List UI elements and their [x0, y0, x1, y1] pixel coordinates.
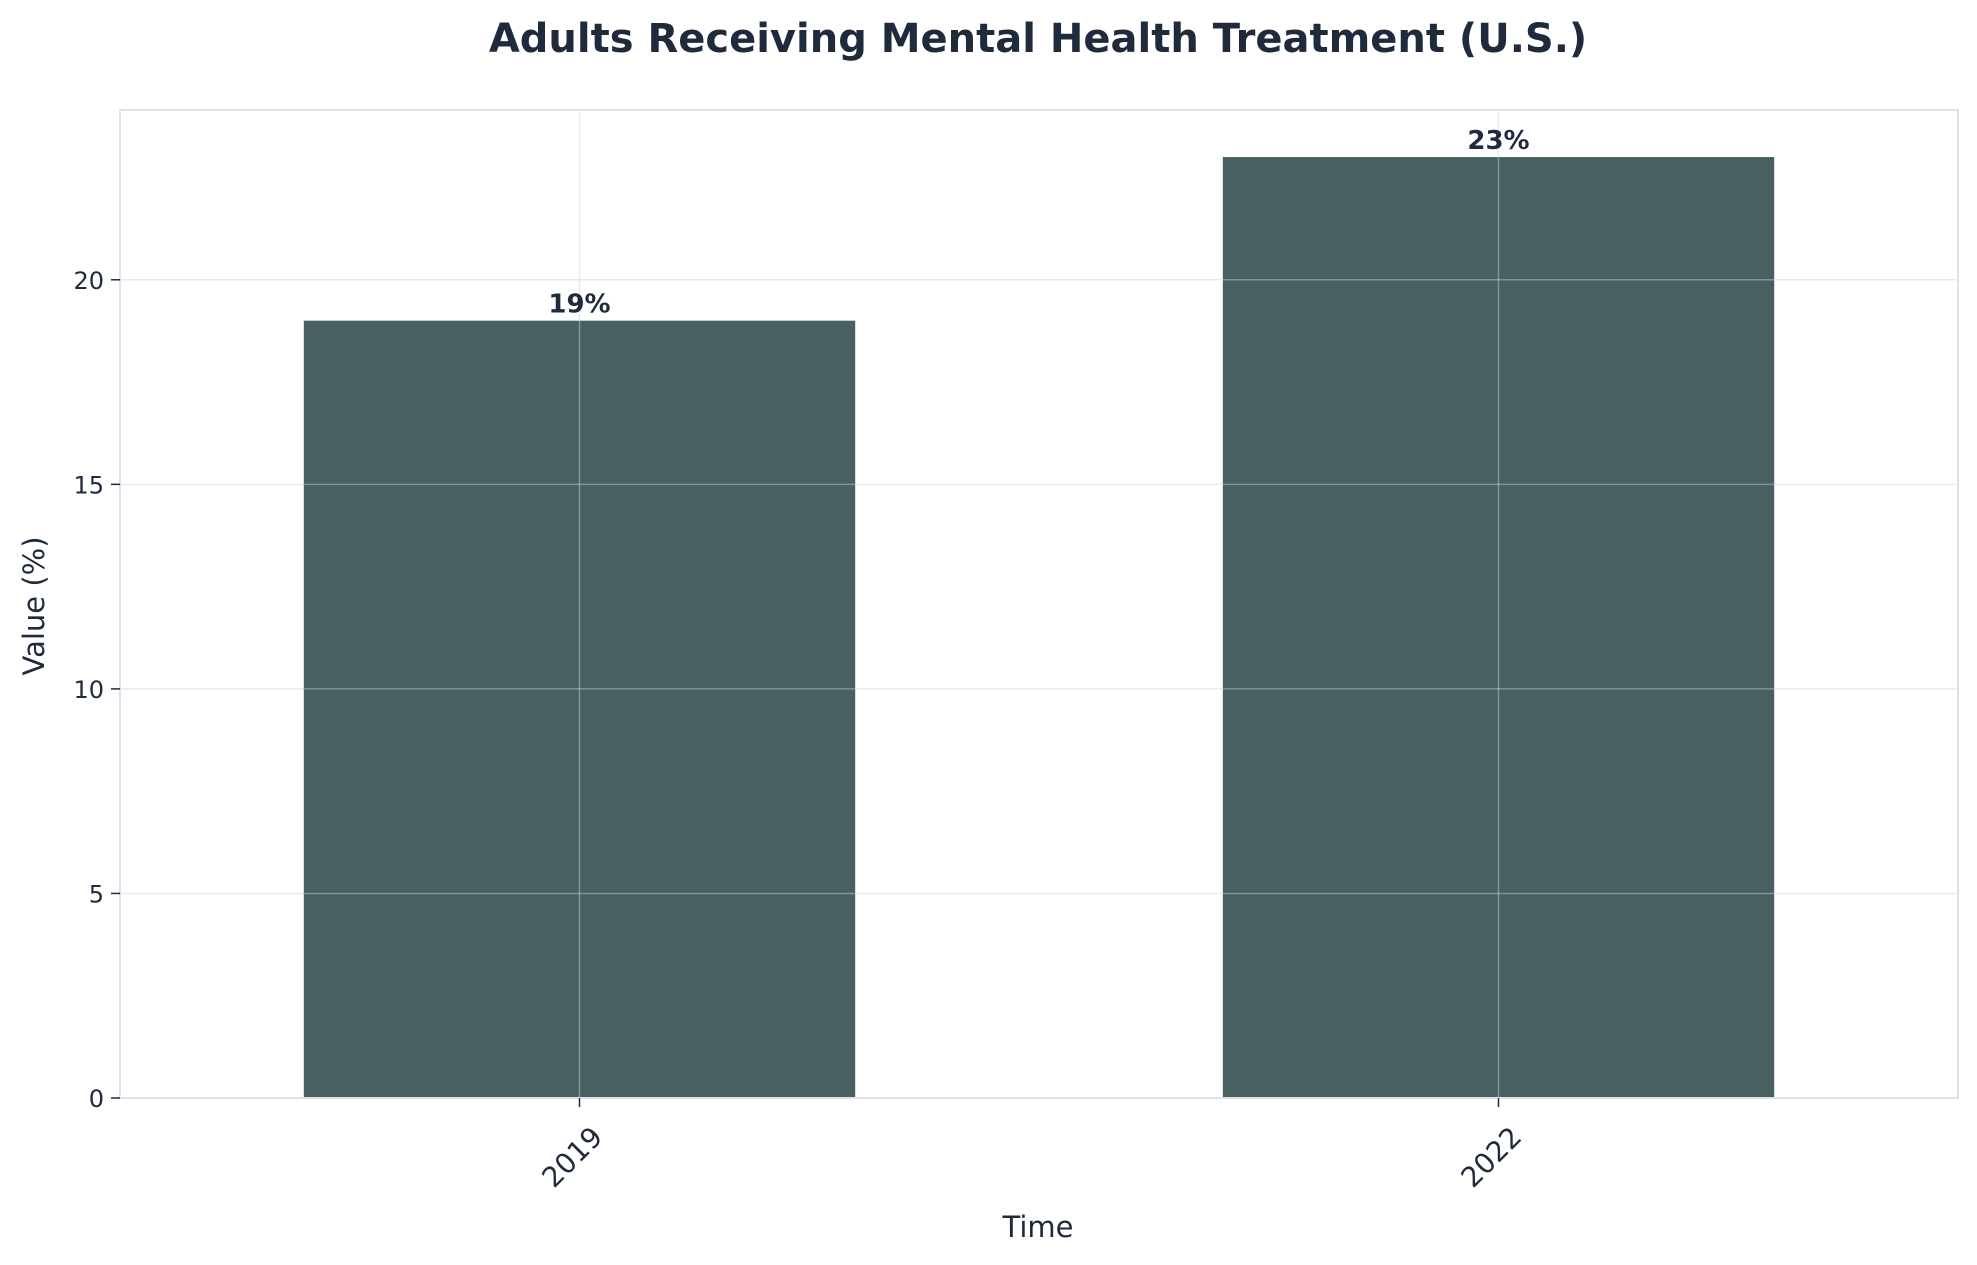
y-axis-label: Value (%): [17, 536, 51, 675]
y-tick-label: 20: [73, 267, 104, 295]
x-axis-label: Time: [1002, 1210, 1074, 1244]
data-label: 19%: [548, 290, 610, 320]
y-tick-label: 15: [73, 471, 104, 499]
bar-2019: [303, 320, 856, 1098]
data-label: 23%: [1467, 126, 1529, 156]
y-tick-label: 0: [89, 1085, 104, 1113]
bar-2022: [1222, 157, 1775, 1099]
y-tick-label: 5: [89, 880, 104, 908]
y-tick-label: 10: [73, 676, 104, 704]
plot-area: 0 5 10 15 20 2019 2022 19% 23%: [73, 109, 1959, 1194]
axes-border: [119, 109, 1959, 1099]
x-tick-label: 2022: [1454, 1120, 1528, 1194]
x-tick-label: 2019: [535, 1120, 609, 1194]
chart-title: Adults Receiving Mental Health Treatment…: [489, 16, 1587, 62]
